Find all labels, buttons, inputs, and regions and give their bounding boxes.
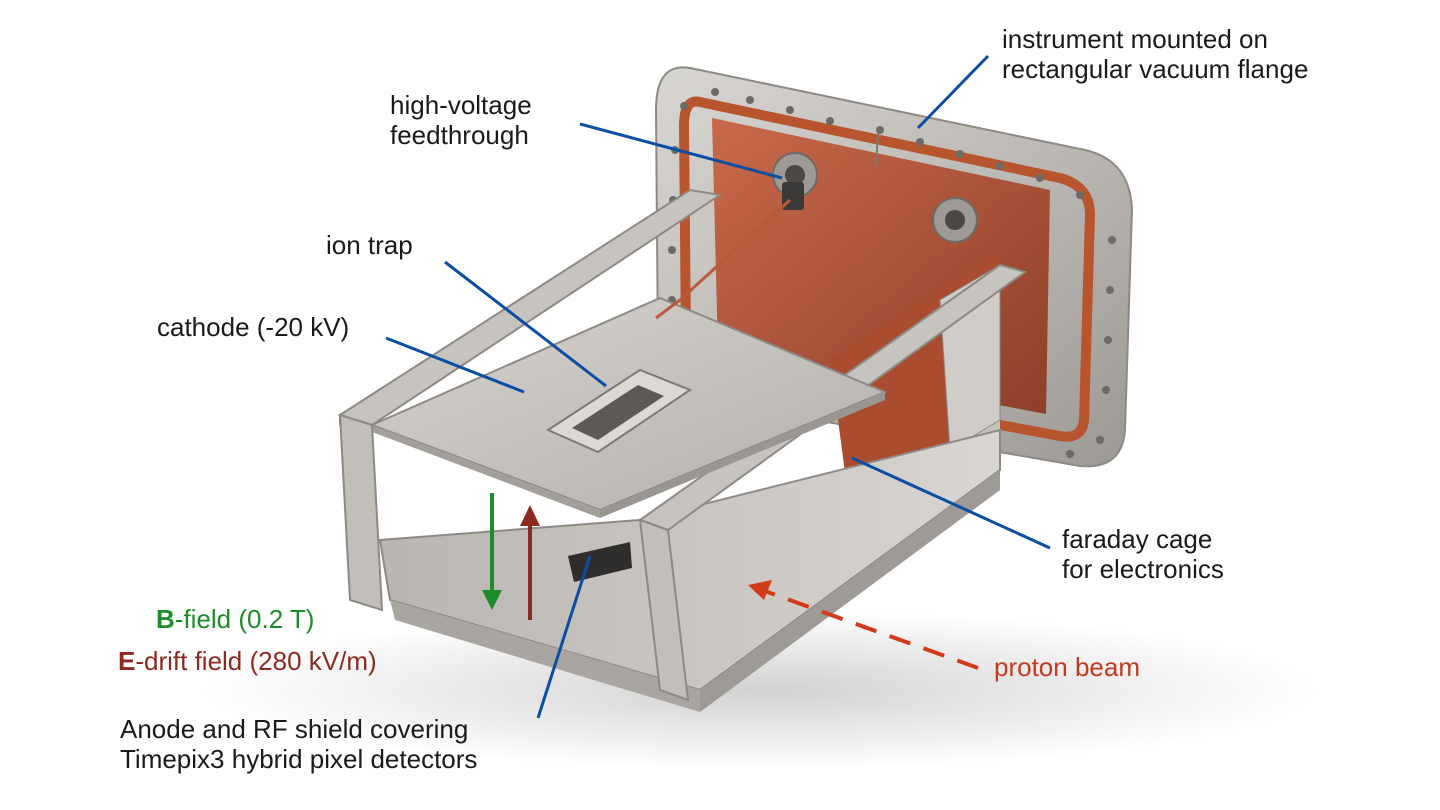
ground-shadow [200, 610, 1320, 770]
leader-faraday [851, 456, 1051, 550]
proton-beam-label: proton beam [994, 652, 1140, 682]
bfield-text: -field (0.2 T) [174, 604, 315, 634]
anode-label: Anode and RF shield covering Timepix3 hy… [120, 714, 477, 774]
faraday-label: faraday cage for electronics [1062, 524, 1224, 584]
cathode-label: cathode (-20 kV) [157, 312, 349, 342]
bfield-letter: B [156, 604, 175, 634]
leader-cathode [385, 336, 525, 394]
leader-anode [536, 555, 592, 719]
efield-letter: E [118, 646, 136, 676]
leader-lines [385, 54, 1051, 719]
ion-trap-label-text: ion trap [326, 230, 413, 260]
flange-label: instrument mounted on rectangular vacuum… [1002, 24, 1308, 84]
faraday-label-line-2: for electronics [1062, 554, 1224, 584]
flange-label-line-2: rectangular vacuum flange [1002, 54, 1309, 84]
field-arrows [482, 493, 540, 620]
frame-posts [338, 413, 690, 702]
feedthrough-label: high-voltage feedthrough [390, 90, 532, 150]
feedthrough-label-line-2: feedthrough [390, 120, 529, 150]
ion-trap [545, 368, 693, 454]
ion-trap-label: ion trap [326, 230, 413, 260]
leader-feedthrough [579, 122, 783, 180]
hv-wire [655, 198, 792, 320]
efield-label: E-drift field (280 kV/m) [118, 646, 377, 676]
leader-flange [916, 54, 990, 130]
efield-text: -drift field (280 kV/m) [135, 646, 377, 676]
faraday-label-line-1: faraday cage [1062, 524, 1213, 554]
leader-ion-trap [444, 260, 607, 388]
feedthrough-label-line-1: high-voltage [390, 90, 532, 120]
anode-label-line-2: Timepix3 hybrid pixel detectors [120, 744, 478, 774]
anode-label-line-1: Anode and RF shield covering [120, 714, 469, 744]
proton-beam-label-text: proton beam [994, 652, 1140, 682]
flange-label-line-1: instrument mounted on [1002, 24, 1268, 54]
cathode-label-text: cathode (-20 kV) [157, 312, 350, 342]
bfield-label: B-field (0.2 T) [156, 604, 314, 634]
proton-beam-arrow [748, 580, 979, 670]
